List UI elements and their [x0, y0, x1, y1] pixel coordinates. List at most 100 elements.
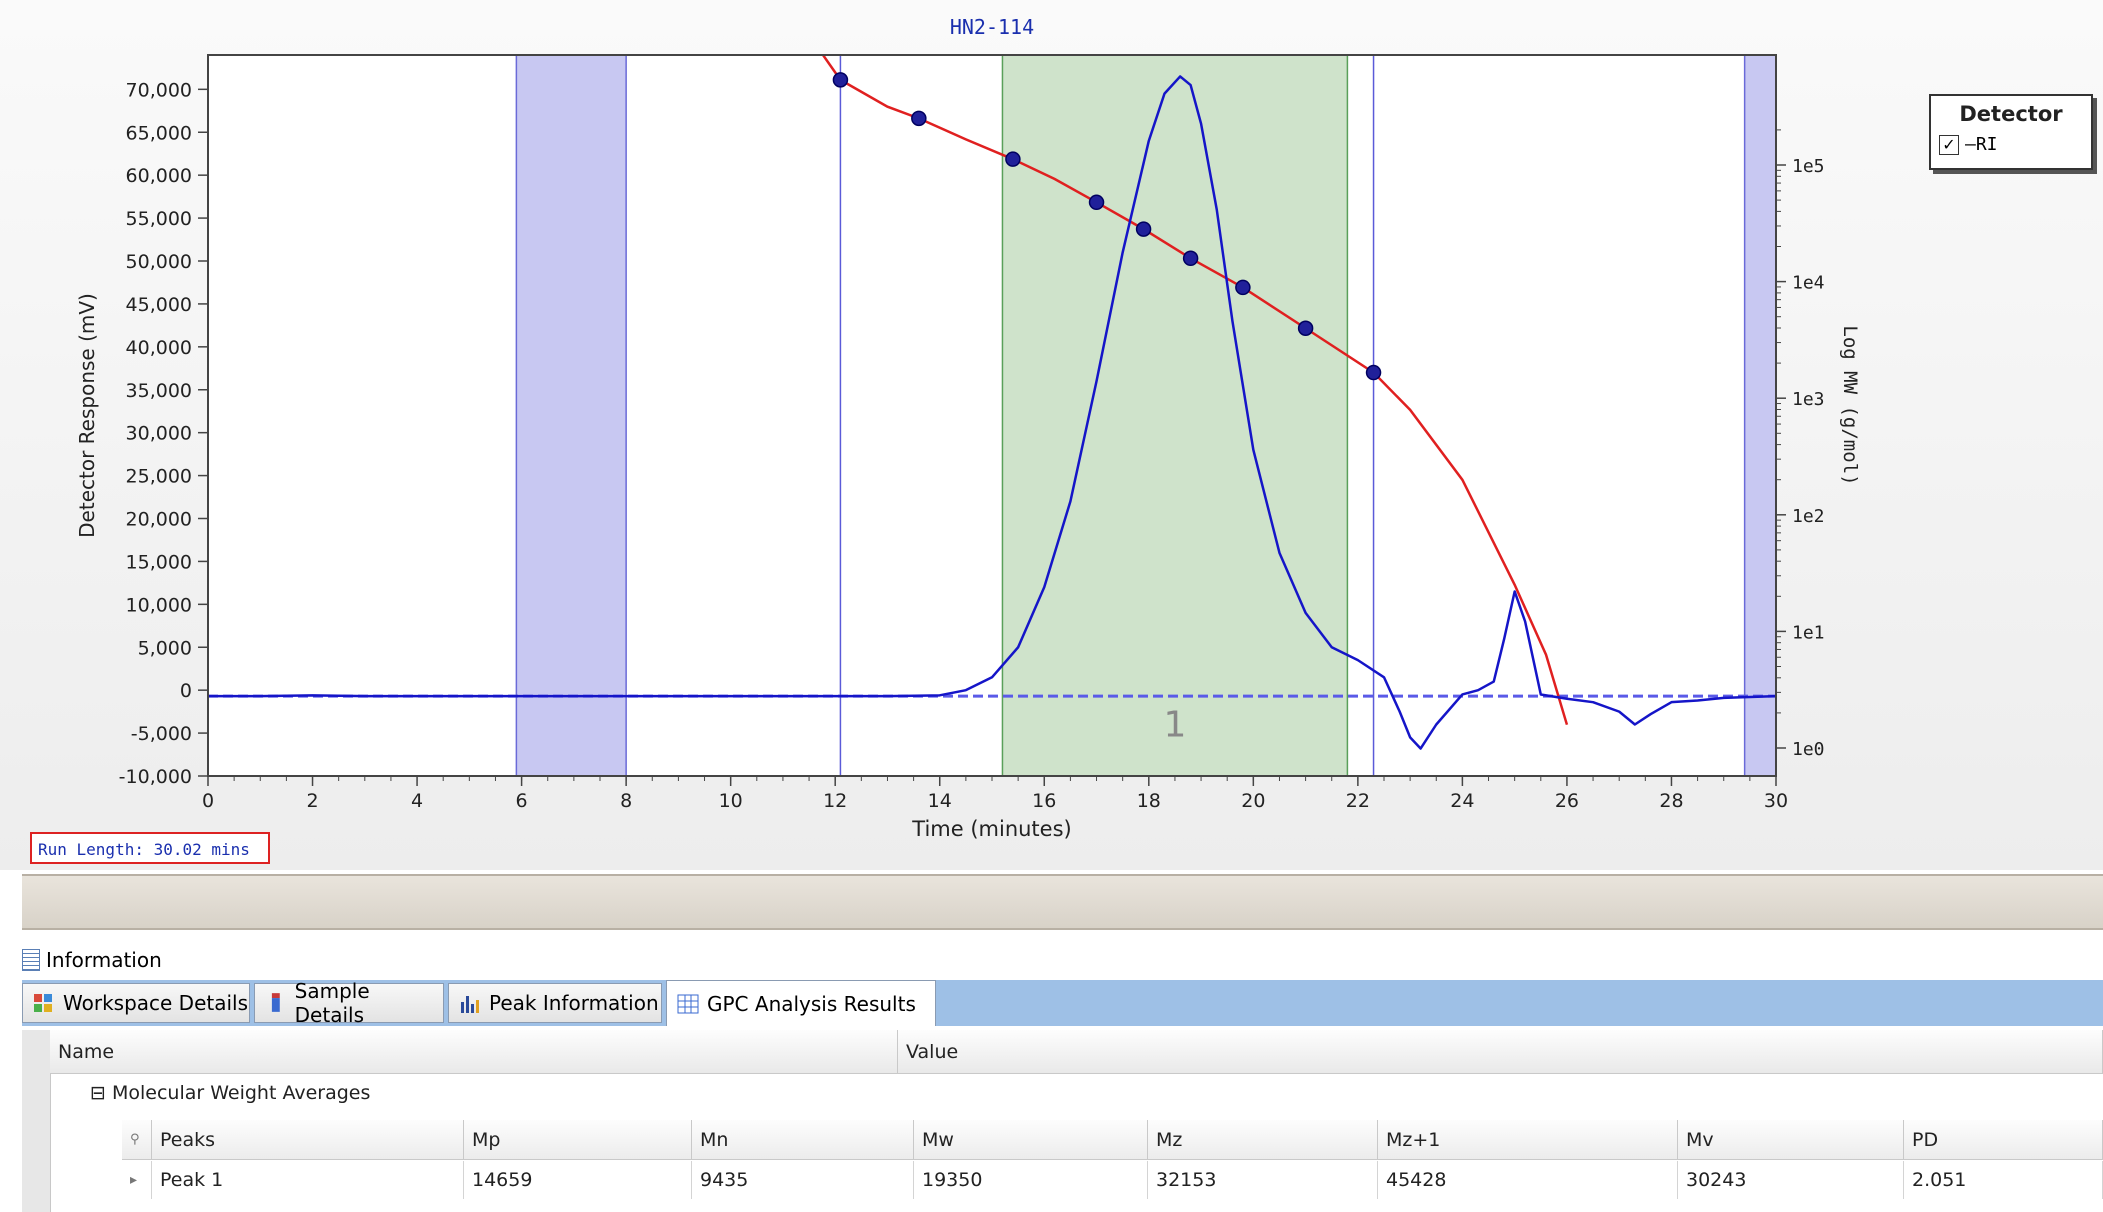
calibration-point — [1182, 250, 1199, 267]
tab-label: Workspace Details — [63, 991, 249, 1015]
cell-mv[interactable]: 30243 — [1678, 1161, 1904, 1199]
column-header-mv[interactable]: Mv — [1678, 1120, 1904, 1160]
row-header-column — [22, 1030, 51, 1212]
x-tick-label: 22 — [1346, 790, 1370, 812]
x-tick-label: 0 — [202, 790, 214, 812]
y-tick-label: 55,000 — [126, 208, 192, 230]
row-expand-icon[interactable]: ▸ — [122, 1161, 152, 1199]
legend-title: Detector — [1959, 102, 2063, 126]
tab-workspace-details[interactable]: Workspace Details — [22, 983, 250, 1023]
y-tick-label: 0 — [180, 680, 192, 702]
filter-icon[interactable]: ⚲ — [122, 1120, 152, 1160]
y-tick-label: 50,000 — [126, 251, 192, 273]
cell-pd[interactable]: 2.051 — [1904, 1161, 2103, 1199]
x-tick-label: 28 — [1659, 790, 1683, 812]
y-tick-label: 30,000 — [126, 423, 192, 445]
workspace-icon — [34, 994, 52, 1012]
x-tick-label: 6 — [516, 790, 528, 812]
peak-number-label: 1 — [1163, 705, 1186, 746]
x-tick-label: 24 — [1450, 790, 1474, 812]
cell-mz1[interactable]: 45428 — [1378, 1161, 1678, 1199]
calibration-point — [1088, 194, 1105, 211]
column-header-mw[interactable]: Mw — [914, 1120, 1148, 1160]
x-tick-label: 26 — [1555, 790, 1579, 812]
legend-item-label: RI — [1975, 134, 1998, 155]
x-tick-label: 18 — [1137, 790, 1161, 812]
calibration-point — [911, 110, 927, 127]
y2-tick-label: 1e4 — [1792, 273, 1825, 294]
y-tick-label: 5,000 — [138, 637, 192, 659]
x-tick-label: 16 — [1032, 790, 1056, 812]
exclusion-region-1 — [1743, 54, 1777, 777]
y2-axis-label: Log MW (g/mol) — [1839, 325, 1861, 485]
cell-mp[interactable]: 14659 — [464, 1161, 692, 1199]
panel-splitter[interactable] — [22, 874, 2103, 930]
calibration-point — [1135, 221, 1152, 237]
y-tick-label: 10,000 — [126, 594, 192, 616]
peak-chart-icon — [461, 996, 479, 1013]
detector-legend: Detector ✓ – RI — [1929, 94, 2093, 170]
x-tick-label: 10 — [719, 790, 743, 812]
cell-peak-name[interactable]: Peak 1 — [152, 1161, 464, 1199]
y-tick-label: 45,000 — [126, 294, 192, 316]
x-tick-label: 4 — [411, 790, 423, 812]
calibration-point — [1297, 320, 1314, 336]
group-row-molecular-weight[interactable]: ⊟ Molecular Weight Averages — [82, 1074, 1982, 1112]
tab-label: GPC Analysis Results — [707, 991, 916, 1016]
tab-label: Sample Details — [294, 979, 370, 1027]
column-header-name[interactable]: Name — [50, 1030, 898, 1074]
tab-label: Peak Information — [489, 991, 659, 1015]
information-title: Information — [46, 948, 162, 972]
column-header-mz[interactable]: Mz — [1148, 1120, 1378, 1160]
ri-trace — [208, 75, 1777, 750]
calibration-point — [832, 72, 849, 88]
calibration-point — [1005, 151, 1021, 167]
x-tick-label: 20 — [1241, 790, 1265, 812]
column-header-mn[interactable]: Mn — [692, 1120, 914, 1160]
y2-tick-label: 1e0 — [1792, 739, 1825, 760]
tab-peak-information[interactable]: Peak Information — [448, 983, 662, 1023]
column-header-value[interactable]: Value — [898, 1030, 2103, 1074]
legend-checkbox[interactable]: ✓ — [1939, 134, 1959, 155]
x-tick-label: 14 — [928, 790, 952, 812]
column-header-peaks[interactable]: Peaks — [152, 1120, 464, 1160]
document-icon — [22, 949, 40, 971]
y-tick-label: 25,000 — [126, 466, 192, 488]
y2-tick-label: 1e2 — [1792, 506, 1825, 527]
cell-mz[interactable]: 32153 — [1148, 1161, 1378, 1199]
x-tick-label: 12 — [823, 790, 847, 812]
y-axis-label: Detector Response (mV) — [75, 293, 99, 538]
group-label: Molecular Weight Averages — [111, 1082, 371, 1104]
tab-gpc-analysis-results[interactable]: GPC Analysis Results — [666, 980, 936, 1026]
column-header-mz1[interactable]: Mz+1 — [1378, 1120, 1678, 1160]
column-header-pd[interactable]: PD — [1904, 1120, 2103, 1160]
column-header-mp[interactable]: Mp — [464, 1120, 692, 1160]
results-grid: Name Value ⊟ Molecular Weight Averages ⚲… — [22, 1030, 2103, 1212]
legend-item-ri[interactable]: ✓ – RI — [1939, 134, 2091, 155]
y-tick-label: 70,000 — [126, 79, 192, 101]
y-tick-label: 60,000 — [126, 165, 192, 187]
info-tab-strip: Workspace Details Sample Details Peak In… — [22, 979, 2103, 1027]
y-tick-label: 65,000 — [126, 122, 192, 144]
x-tick-label: 8 — [620, 790, 632, 812]
information-header: Information — [22, 940, 2103, 980]
run-length-label: Run Length: 30.02 mins — [30, 832, 270, 864]
sample-vial-icon — [271, 993, 280, 1012]
plot-background — [208, 55, 1776, 776]
y-tick-label: -10,000 — [119, 766, 192, 788]
x-tick-label: 2 — [306, 790, 318, 812]
cell-mw[interactable]: 19350 — [914, 1161, 1148, 1199]
cell-mn[interactable]: 9435 — [692, 1161, 914, 1199]
chart-title: HN2-114 — [950, 15, 1034, 39]
peak-region — [1001, 54, 1349, 777]
tab-sample-details[interactable]: Sample Details — [254, 979, 444, 1027]
y-tick-label: 35,000 — [126, 380, 192, 402]
y2-tick-label: 1e1 — [1792, 622, 1825, 643]
calibration-point — [1365, 364, 1382, 381]
x-axis-label: Time (minutes) — [911, 817, 1071, 841]
collapse-icon[interactable]: ⊟ — [90, 1082, 106, 1104]
y-tick-label: 15,000 — [126, 551, 192, 573]
chart-panel: 1 HN2-114 0 2 4 6 8 10 12 14 16 18 20 22 24 26 28 30 Time … — [0, 0, 2103, 870]
y-tick-label: 40,000 — [126, 337, 192, 359]
